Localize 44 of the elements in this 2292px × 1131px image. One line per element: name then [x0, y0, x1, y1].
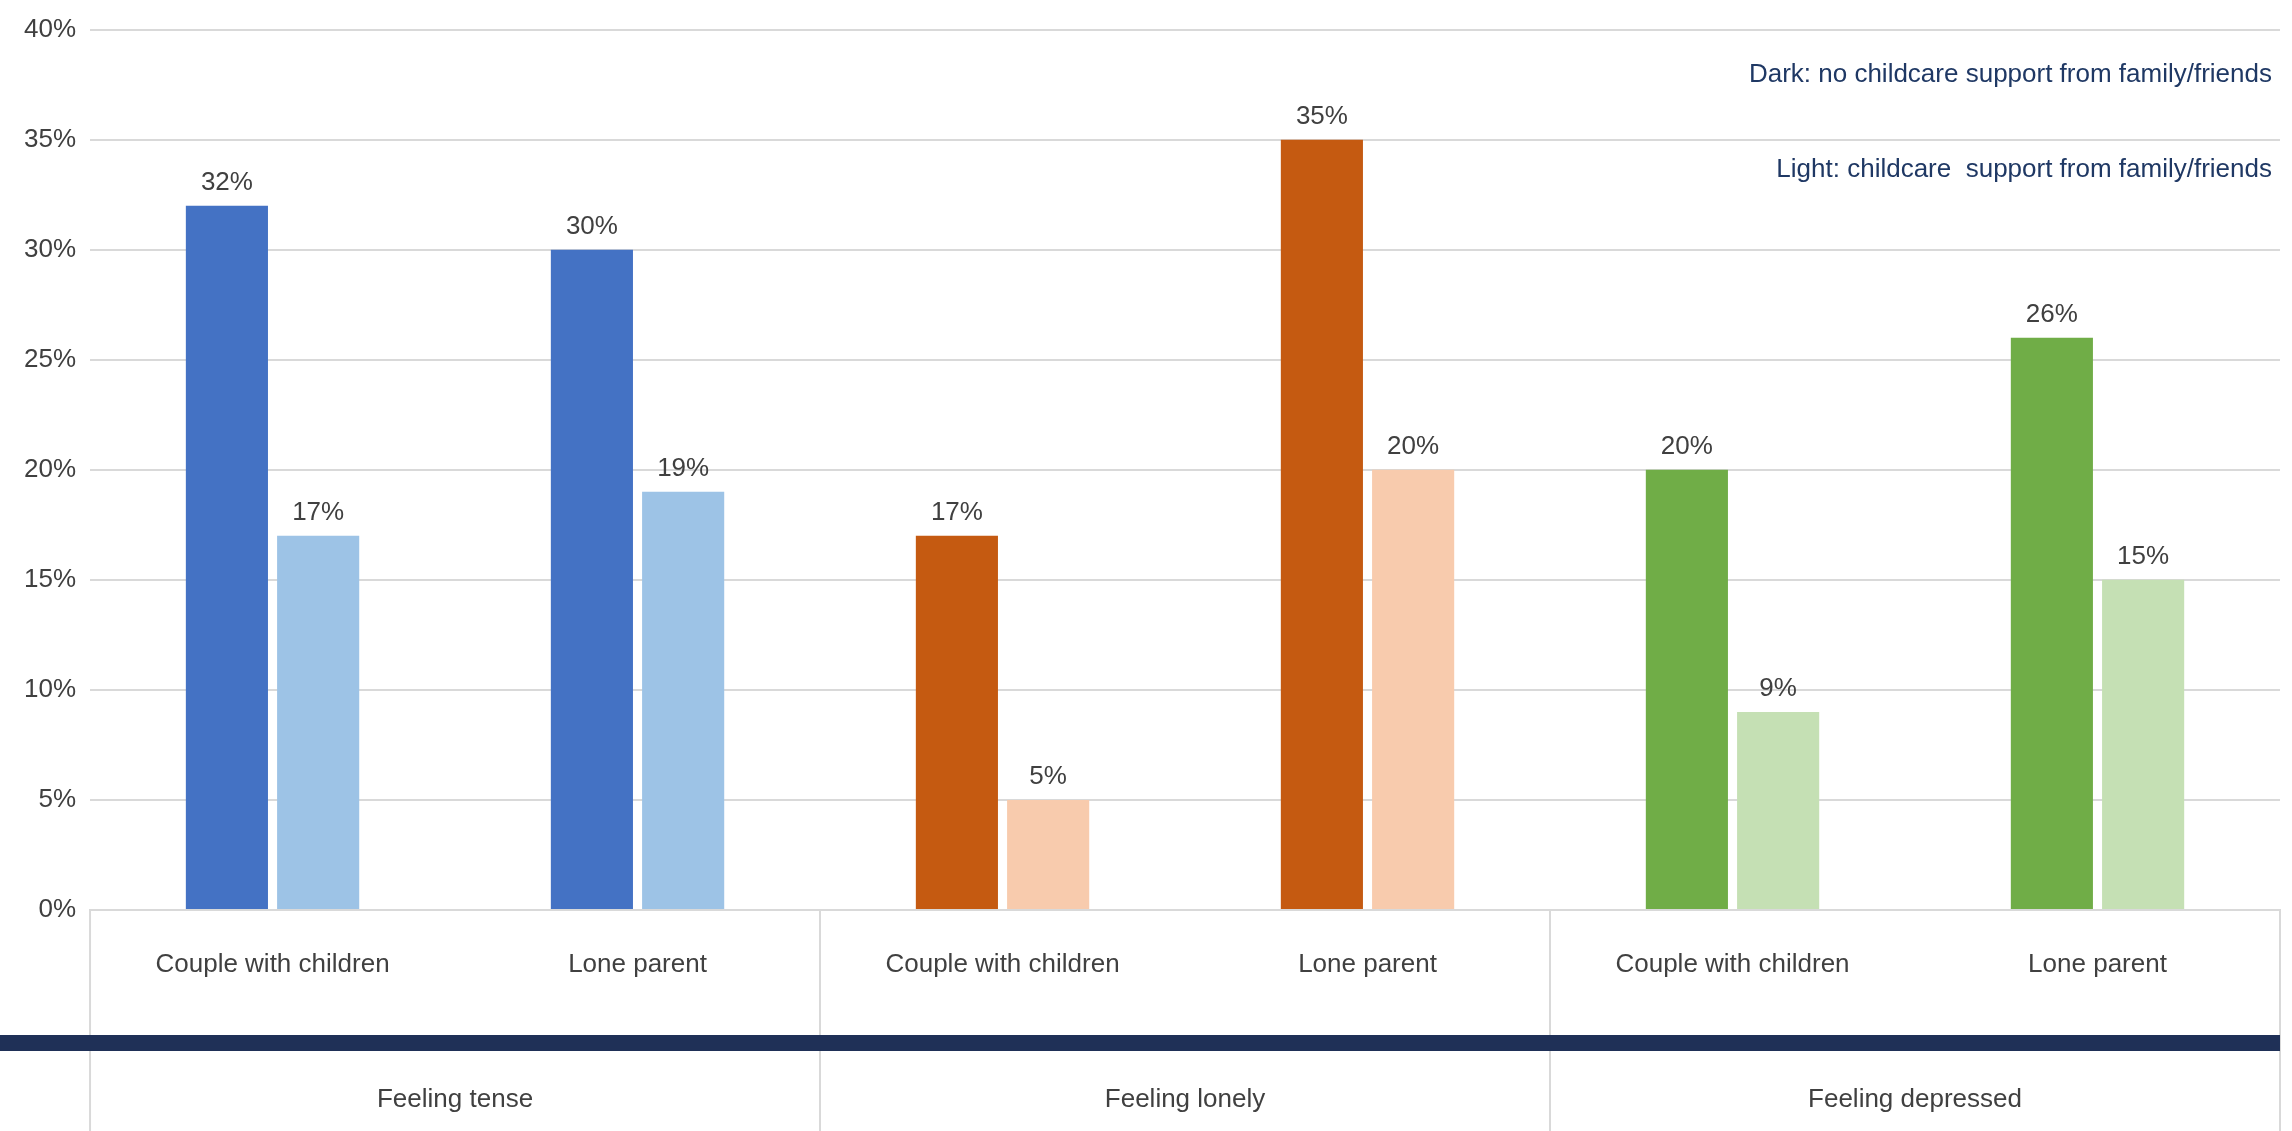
text: Feeling tense — [376, 1083, 534, 1114]
data-label: 5% — [1029, 760, 1067, 791]
bar — [1645, 469, 1728, 909]
x-tick-label: Couple with children — [1615, 948, 1850, 979]
y-tick-label: 5% — [38, 783, 77, 814]
y-tick-label: 35% — [23, 122, 77, 153]
data-label: 26% — [2025, 297, 2078, 328]
y-tick-label: 20% — [23, 452, 77, 483]
x-tick-label: Lone parent — [2028, 948, 2168, 979]
bar — [642, 491, 725, 909]
x-tick-label: Couple with children — [155, 948, 390, 979]
bar — [1280, 139, 1363, 909]
x-tick-label: Couple with children — [885, 948, 1120, 979]
y-tick-label: 30% — [23, 232, 77, 263]
data-label: 32% — [200, 165, 253, 196]
y-tick-label: 10% — [23, 673, 77, 704]
bar — [915, 535, 998, 909]
bar — [1372, 469, 1455, 909]
bar — [1007, 799, 1090, 909]
data-label: 17% — [292, 496, 345, 526]
data-label: 17% — [930, 496, 983, 526]
data-label: 35% — [1295, 99, 1348, 130]
data-label: 15% — [2117, 540, 2170, 571]
bar — [2010, 337, 2093, 909]
bar — [550, 249, 633, 909]
bar — [277, 535, 360, 909]
data-label: 19% — [657, 451, 710, 482]
data-label: 9% — [1759, 672, 1797, 703]
bar — [185, 205, 268, 909]
bar — [1737, 711, 1820, 909]
annotation: Light: childcare support from family/friends — [1776, 152, 2272, 183]
y-tick-label: 40% — [23, 12, 77, 43]
y-tick-label: 15% — [23, 563, 77, 594]
y-tick-label: 0% — [38, 893, 77, 924]
bar — [2102, 579, 2185, 909]
y-tick-label: 25% — [23, 342, 77, 373]
text: Feeling depressed — [1808, 1083, 2022, 1114]
x-tick-label: Lone parent — [1298, 948, 1438, 979]
data-label: 20% — [1660, 429, 1713, 460]
data-label: 20% — [1387, 429, 1440, 460]
annotation: Dark: no childcare support from family/friends — [1748, 57, 2272, 88]
text: Feeling lonely — [1104, 1083, 1266, 1114]
x-tick-label: Lone parent — [568, 948, 708, 979]
data-label: 30% — [565, 209, 618, 240]
